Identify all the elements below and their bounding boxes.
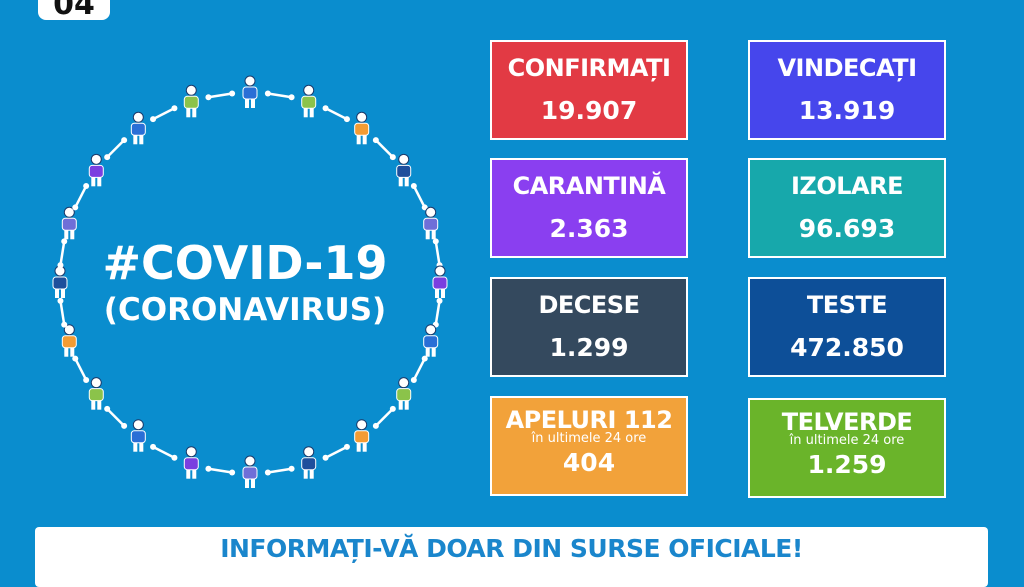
person-icon [301, 84, 317, 118]
stat-value: 404 [562, 448, 616, 477]
stat-label: TESTE [806, 291, 888, 319]
stat-confirmati: CONFIRMAȚI 19.907 [490, 40, 688, 140]
double-arrow-icon [322, 443, 350, 461]
double-arrow-icon [104, 405, 128, 429]
stat-value: 1.259 [807, 450, 887, 479]
person-icon [130, 111, 146, 145]
official-sources-banner: INFORMAȚI-VĂ DOAR DIN SURSE OFICIALE! [35, 527, 988, 587]
stat-label: TELVERDE [781, 408, 913, 436]
date-badge: 04 [38, 0, 110, 22]
person-icon [183, 84, 199, 118]
double-arrow-icon [410, 355, 428, 383]
double-arrow-icon [72, 355, 90, 383]
person-icon [242, 75, 258, 108]
stat-carantina: CARANTINĂ 2.363 [490, 158, 688, 258]
stat-value: 96.693 [798, 214, 896, 243]
double-arrow-icon [150, 105, 178, 123]
headline-subtitle: (CORONAVIRUS) [103, 292, 387, 328]
stat-label: DECESE [538, 291, 640, 319]
people-ring-illustration [52, 75, 448, 488]
stat-apeluri-112: APELURI 112 în ultimele 24 ore 404 [490, 396, 688, 496]
person-icon [423, 324, 439, 357]
stat-label: VINDECAȚI [777, 54, 917, 82]
person-icon [423, 206, 439, 240]
headline-title: #COVID-19 [102, 236, 388, 290]
stat-teste: TESTE 472.850 [748, 277, 946, 377]
person-icon [88, 153, 104, 187]
double-arrow-icon [150, 443, 178, 461]
person-icon [396, 377, 412, 410]
stat-decese: DECESE 1.299 [490, 277, 688, 377]
person-icon [242, 455, 258, 488]
double-arrow-icon [372, 137, 396, 161]
double-arrow-icon [205, 465, 236, 476]
double-arrow-icon [57, 238, 68, 269]
stat-label: IZOLARE [791, 172, 903, 200]
double-arrow-icon [57, 297, 68, 328]
stat-value: 472.850 [790, 333, 904, 362]
stat-label: CONFIRMAȚI [507, 54, 671, 82]
double-arrow-icon [72, 183, 90, 211]
stat-value: 19.907 [540, 96, 638, 125]
stat-label: APELURI 112 [505, 406, 673, 434]
person-icon [432, 265, 448, 298]
stat-izolare: IZOLARE 96.693 [748, 158, 946, 258]
stat-sublabel: în ultimele 24 ore [789, 433, 905, 448]
double-arrow-icon [432, 238, 443, 269]
double-arrow-icon [264, 465, 295, 476]
person-icon [396, 153, 412, 187]
double-arrow-icon [432, 297, 443, 328]
person-icon [61, 324, 77, 357]
person-icon [301, 446, 317, 479]
stat-value: 2.363 [549, 214, 629, 243]
stat-label: CARANTINĂ [512, 172, 666, 200]
person-icon [183, 446, 199, 479]
double-arrow-icon [205, 90, 236, 101]
double-arrow-icon [372, 405, 396, 429]
stat-telverde: TELVERDE în ultimele 24 ore 1.259 [748, 398, 946, 498]
double-arrow-icon [264, 90, 295, 101]
double-arrow-icon [104, 137, 128, 161]
person-icon [88, 377, 104, 410]
stat-vindecati: VINDECAȚI 13.919 [748, 40, 946, 140]
double-arrow-icon [410, 183, 428, 211]
person-icon [130, 419, 146, 452]
person-icon [354, 419, 370, 452]
double-arrow-icon [322, 105, 350, 123]
banner-text: INFORMAȚI-VĂ DOAR DIN SURSE OFICIALE! [220, 534, 803, 563]
stat-sublabel: în ultimele 24 ore [531, 431, 647, 446]
stat-value: 13.919 [798, 96, 896, 125]
stat-value: 1.299 [549, 333, 629, 362]
person-icon [354, 111, 370, 145]
person-icon [61, 206, 77, 240]
